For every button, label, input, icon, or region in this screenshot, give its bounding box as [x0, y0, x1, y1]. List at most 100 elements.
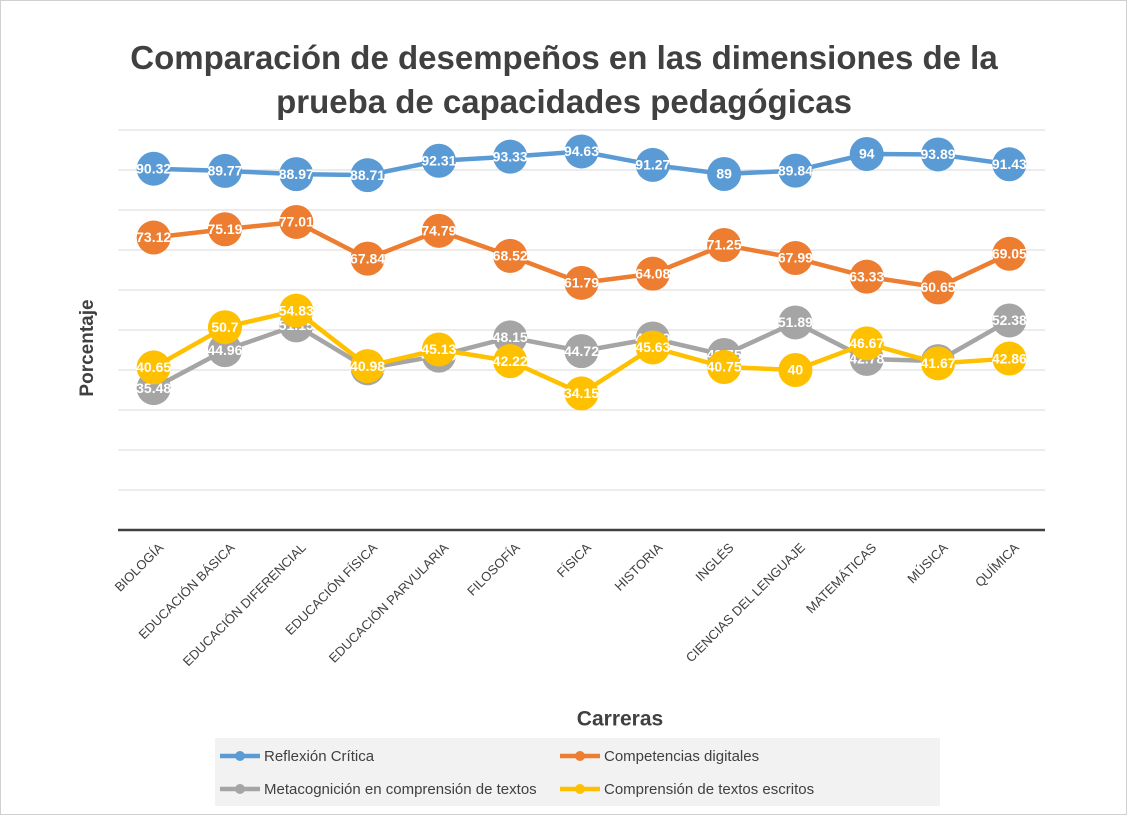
marker — [564, 134, 599, 169]
data-label: 90.32 — [136, 160, 171, 176]
data-label: 40.75 — [707, 359, 742, 375]
data-label: 67.99 — [778, 250, 813, 266]
data-label: 69.05 — [992, 246, 1027, 262]
data-label: 71.25 — [707, 237, 742, 253]
data-label: 44.72 — [564, 343, 599, 359]
data-label: 63.33 — [849, 268, 884, 284]
data-label: 42.22 — [493, 353, 528, 369]
marker — [564, 265, 599, 300]
marker — [921, 270, 956, 305]
x-axis-label: Carreras — [577, 708, 663, 731]
marker — [992, 236, 1027, 271]
marker — [707, 228, 742, 262]
marker — [635, 330, 670, 365]
data-label: 48.15 — [493, 329, 528, 345]
marker — [207, 153, 242, 188]
marker — [707, 350, 742, 384]
marker — [992, 341, 1027, 376]
marker — [136, 151, 171, 186]
marker — [992, 147, 1027, 182]
data-label: 44.96 — [207, 342, 242, 358]
marker — [421, 332, 456, 367]
data-label: 67.84 — [350, 250, 385, 266]
legend-label: Competencias digitales — [604, 748, 759, 765]
marker — [207, 212, 242, 247]
marker — [136, 350, 171, 385]
data-label: 40.98 — [350, 358, 385, 374]
marker — [849, 326, 884, 361]
marker — [849, 137, 884, 171]
data-label: 35.48 — [136, 380, 171, 396]
legend-label: Metacognición en comprensión de textos — [264, 781, 537, 798]
data-label: 92.31 — [421, 152, 456, 168]
data-label: 74.79 — [421, 223, 456, 239]
data-label: 94 — [859, 146, 875, 162]
marker — [921, 137, 956, 172]
data-label: 46.67 — [849, 335, 884, 351]
data-label: 89.77 — [207, 163, 242, 179]
marker — [849, 259, 884, 294]
y-axis-label: Porcentaje — [77, 299, 98, 396]
marker — [921, 346, 956, 381]
data-label: 93.33 — [493, 148, 528, 164]
legend-label: Comprensión de textos escritos — [604, 781, 814, 798]
data-label: 88.71 — [350, 167, 385, 183]
data-label: 94.63 — [564, 143, 599, 159]
marker — [421, 213, 456, 248]
data-label: 75.19 — [207, 221, 242, 237]
marker — [635, 147, 670, 182]
marker — [350, 241, 385, 276]
marker — [207, 310, 242, 345]
data-label: 51.89 — [778, 314, 813, 330]
data-label: 91.27 — [635, 157, 670, 173]
marker — [350, 349, 385, 384]
data-label: 40 — [788, 362, 804, 378]
marker — [992, 303, 1027, 338]
data-label: 93.89 — [921, 146, 956, 162]
marker — [493, 139, 528, 174]
marker — [493, 344, 528, 379]
marker — [279, 293, 314, 328]
marker — [279, 204, 314, 239]
marker — [279, 157, 314, 192]
marker — [136, 220, 171, 255]
data-label: 41.67 — [921, 355, 956, 371]
marker — [564, 334, 599, 369]
marker — [778, 305, 813, 340]
marker — [635, 256, 670, 291]
legend-marker — [235, 784, 245, 794]
data-label: 64.08 — [635, 265, 670, 281]
data-label: 50.7 — [211, 319, 238, 335]
marker — [707, 157, 742, 191]
data-label: 42.86 — [992, 350, 1027, 366]
data-label: 54.83 — [279, 302, 314, 318]
data-label: 88.97 — [279, 166, 314, 182]
legend-label: Reflexión Crítica — [264, 748, 375, 765]
legend-marker — [575, 751, 585, 761]
data-label: 89 — [716, 166, 732, 182]
marker — [493, 238, 528, 273]
data-label: 73.12 — [136, 229, 171, 245]
data-label: 68.52 — [493, 248, 528, 264]
marker — [564, 376, 599, 411]
data-label: 34.15 — [564, 385, 599, 401]
data-label: 52.38 — [992, 312, 1027, 328]
data-label: 60.65 — [921, 279, 956, 295]
marker — [421, 143, 456, 178]
marker — [778, 353, 813, 387]
data-label: 77.01 — [279, 214, 314, 230]
marker — [778, 153, 813, 188]
legend-marker — [575, 784, 585, 794]
marker — [493, 320, 528, 355]
data-label: 61.79 — [564, 275, 599, 291]
chart-title: Comparación de desempeños en las dimensi… — [130, 39, 998, 120]
data-label: 45.13 — [421, 341, 456, 357]
data-label: 91.43 — [992, 156, 1027, 172]
legend-box — [215, 738, 940, 806]
marker — [778, 241, 813, 276]
data-label: 45.63 — [635, 339, 670, 355]
marker — [350, 158, 385, 193]
